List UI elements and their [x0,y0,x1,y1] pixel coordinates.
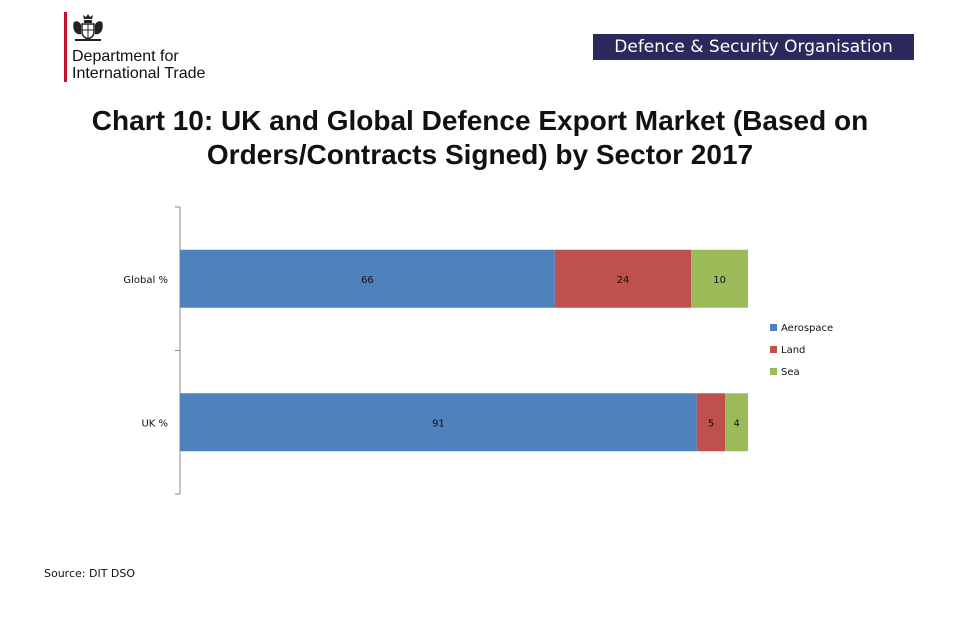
legend-swatch-aerospace [770,324,777,331]
legend-swatch-sea [770,368,777,375]
data-label: 24 [617,275,630,286]
royal-crest-icon [73,14,103,41]
data-label: 5 [708,418,714,429]
bar-segment-aerospace [180,249,555,308]
legend-label-land: Land [781,345,805,356]
department-name-line-1: Department for [72,48,179,65]
bar-segment-land [696,393,726,452]
legend-label-aerospace: Aerospace [781,323,833,334]
bar-segment-land [554,249,692,308]
source-note: Source: DIT DSO [44,567,136,580]
category-tick-label: UK % [141,418,168,429]
data-label: 91 [432,418,445,429]
bar-segment-sea [725,393,748,452]
dso-banner: Defence & Security Organisation [593,34,914,60]
data-label: 10 [713,275,726,286]
category-tick-label: Global % [123,275,168,286]
legend-label-sea: Sea [781,367,800,378]
legend-swatch-land [770,346,777,353]
logo-red-bar [64,12,67,82]
data-label: 4 [733,418,739,429]
bar-segment-sea [691,249,748,308]
data-label: 66 [361,275,374,286]
department-name-line-2: International Trade [72,65,206,82]
bar-segment-aerospace [180,393,697,452]
chart-title: Chart 10: UK and Global Defence Export M… [91,105,869,170]
